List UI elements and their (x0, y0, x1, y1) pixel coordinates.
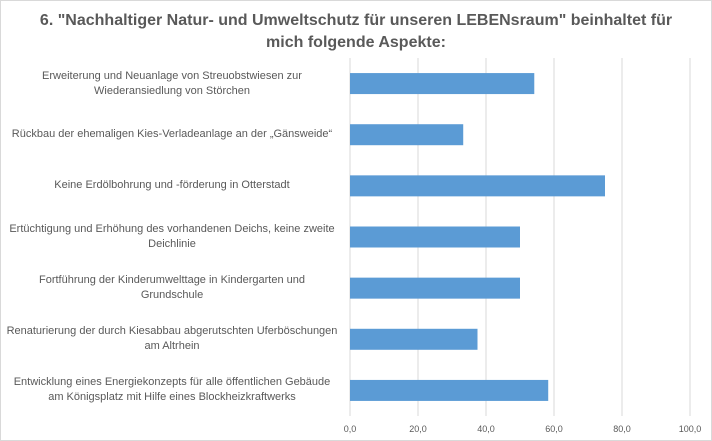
chart-title-line-1: 6. "Nachhaltiger Natur- und Umweltschutz… (39, 12, 673, 29)
category-label-0-line-0: Erweiterung und Neuanlage von Streuobstw… (42, 69, 302, 82)
category-label-6: Entwicklung eines Energiekonzepts für al… (6, 375, 338, 405)
category-label-6-line-0: Entwicklung eines Energiekonzepts für al… (13, 376, 331, 389)
x-tick-label-5: 100,0 (679, 424, 702, 434)
category-label-4-line-0: Fortführung der Kinderumwelttage in Kind… (39, 274, 305, 287)
category-label-4-line-1: Grundschule (140, 289, 204, 302)
x-tick-label-1: 20,0 (409, 424, 427, 434)
bar-5 (350, 328, 478, 350)
category-label-2-line-0: Keine Erdölbohrung und -förderung in Ott… (54, 179, 290, 192)
category-label-4: Fortführung der Kinderumwelttage in Kind… (6, 273, 338, 303)
bar-0 (350, 73, 535, 95)
category-label-2: Keine Erdölbohrung und -förderung in Ott… (6, 178, 338, 193)
category-label-5-line-0: Renaturierung der durch Kiesabbau abgeru… (6, 325, 338, 338)
x-tick-label-0: 0,0 (344, 424, 357, 434)
x-tick-label-2: 40,0 (477, 424, 495, 434)
chart-title: 6. "Nachhaltiger Natur- und Umweltschutz… (0, 10, 712, 54)
bar-3 (350, 226, 520, 248)
chart-title-line-2: mich folgende Aspekte: (266, 34, 446, 51)
category-label-3-line-0: Ertüchtigung und Erhöhung des vorhandene… (9, 223, 335, 235)
bar-6 (350, 379, 549, 401)
category-label-3: Ertüchtigung und Erhöhung des vorhandene… (6, 222, 338, 252)
x-tick-label-3: 60,0 (545, 424, 563, 434)
category-label-0-line-1: Wiederansiedlung von Störchen (94, 84, 250, 97)
category-label-1: Rückbau der ehemaligen Kies-Verladeanlag… (6, 127, 338, 142)
bar-4 (350, 277, 520, 299)
category-label-5: Renaturierung der durch Kiesabbau abgeru… (6, 324, 338, 354)
category-label-0: Erweiterung und Neuanlage von Streuobstw… (6, 69, 338, 99)
category-label-6-line-1: am Königsplatz mit Hilfe eines Blockheiz… (48, 391, 296, 404)
bar-1 (350, 124, 464, 146)
category-label-3-line-1: Deichlinie (148, 238, 196, 250)
category-label-1-line-0: Rückbau der ehemaligen Kies-Verladeanlag… (11, 128, 333, 141)
x-tick-label-4: 80,0 (613, 424, 631, 434)
bar-2 (350, 175, 605, 197)
category-label-5-line-1: am Altrhein (144, 340, 200, 353)
